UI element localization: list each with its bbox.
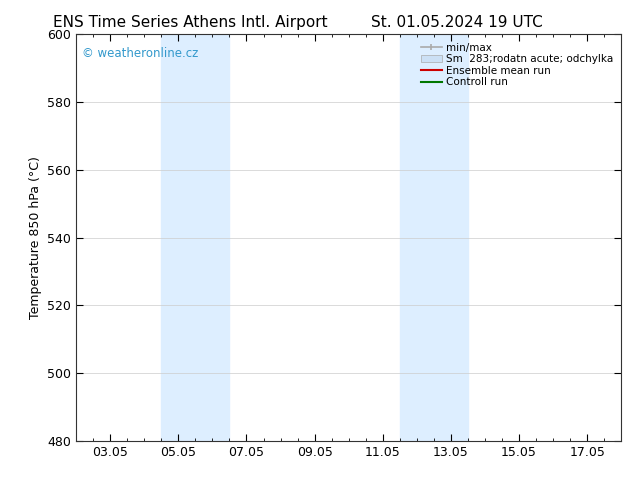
Bar	[400, 34, 468, 441]
Y-axis label: Temperature 850 hPa (°C): Temperature 850 hPa (°C)	[29, 156, 42, 319]
Text: ENS Time Series Athens Intl. Airport: ENS Time Series Athens Intl. Airport	[53, 15, 328, 30]
Bar	[161, 34, 230, 441]
Legend: min/max, Sm  283;rodatn acute; odchylka, Ensemble mean run, Controll run: min/max, Sm 283;rodatn acute; odchylka, …	[418, 40, 616, 91]
Text: © weatheronline.cz: © weatheronline.cz	[82, 47, 198, 59]
Text: St. 01.05.2024 19 UTC: St. 01.05.2024 19 UTC	[371, 15, 542, 30]
